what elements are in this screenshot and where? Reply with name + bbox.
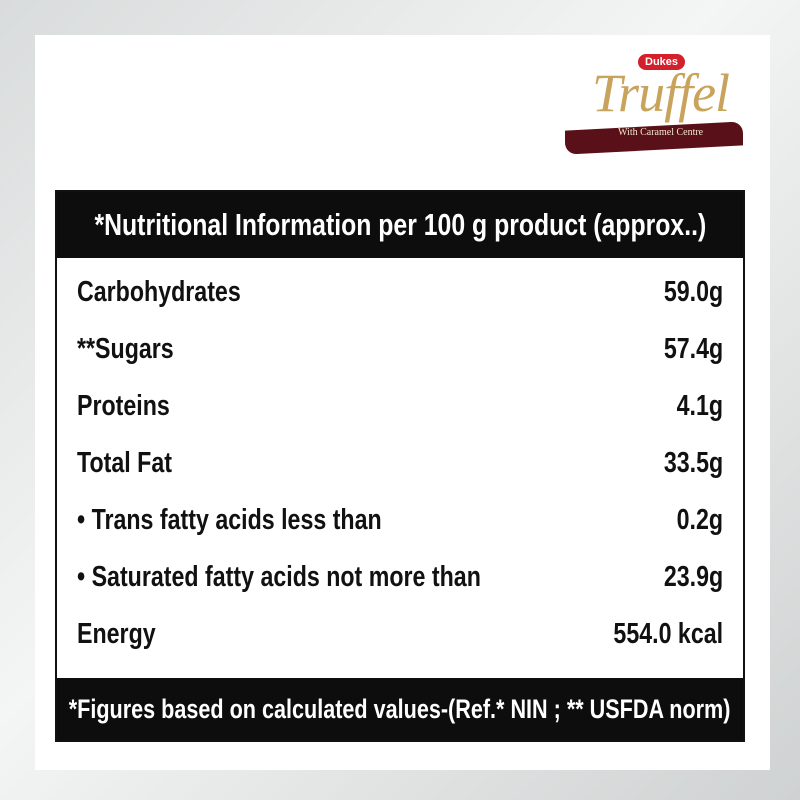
nutrient-row: Carbohydrates 59.0g xyxy=(77,276,723,316)
nutrient-row: • Trans fatty acids less than 0.2g xyxy=(77,504,723,544)
nutrient-name: Energy xyxy=(77,618,156,650)
footnote: *Figures based on calculated values-(Ref… xyxy=(69,693,731,724)
nutrient-name: Proteins xyxy=(77,390,170,422)
nutrient-row: Proteins 4.1g xyxy=(77,390,723,430)
table-footer: *Figures based on calculated values-(Ref… xyxy=(57,678,743,740)
nutrient-name: Carbohydrates xyxy=(77,276,241,308)
nutrient-value: 554.0 kcal xyxy=(613,618,723,650)
nutrient-name: **Sugars xyxy=(77,333,174,365)
nutrient-name: Total Fat xyxy=(77,447,172,479)
nutrient-value: 23.9g xyxy=(663,561,723,593)
nutrient-value: 4.1g xyxy=(676,390,723,422)
nutrient-row: Energy 554.0 kcal xyxy=(77,618,723,658)
nutrient-value: 0.2g xyxy=(676,504,723,536)
nutrient-value: 59.0g xyxy=(663,276,723,308)
nutrient-value: 57.4g xyxy=(663,333,723,365)
nutrient-name: • Saturated fatty acids not more than xyxy=(77,561,481,593)
nutrient-row: Total Fat 33.5g xyxy=(77,447,723,487)
nutrient-name: • Trans fatty acids less than xyxy=(77,504,382,536)
table-header: *Nutritional Information per 100 g produ… xyxy=(57,192,743,258)
brand-maker: Dukes xyxy=(638,54,686,70)
nutrient-value: 33.5g xyxy=(663,447,723,479)
nutrient-row: • Saturated fatty acids not more than 23.… xyxy=(77,561,723,601)
table-title: *Nutritional Information per 100 g produ… xyxy=(94,207,706,242)
nutrient-row: **Sugars 57.4g xyxy=(77,333,723,373)
brand-tagline: With Caramel Centre xyxy=(618,127,704,138)
nutrition-table: *Nutritional Information per 100 g produ… xyxy=(55,190,745,742)
brand-name: Truffel xyxy=(592,63,730,123)
